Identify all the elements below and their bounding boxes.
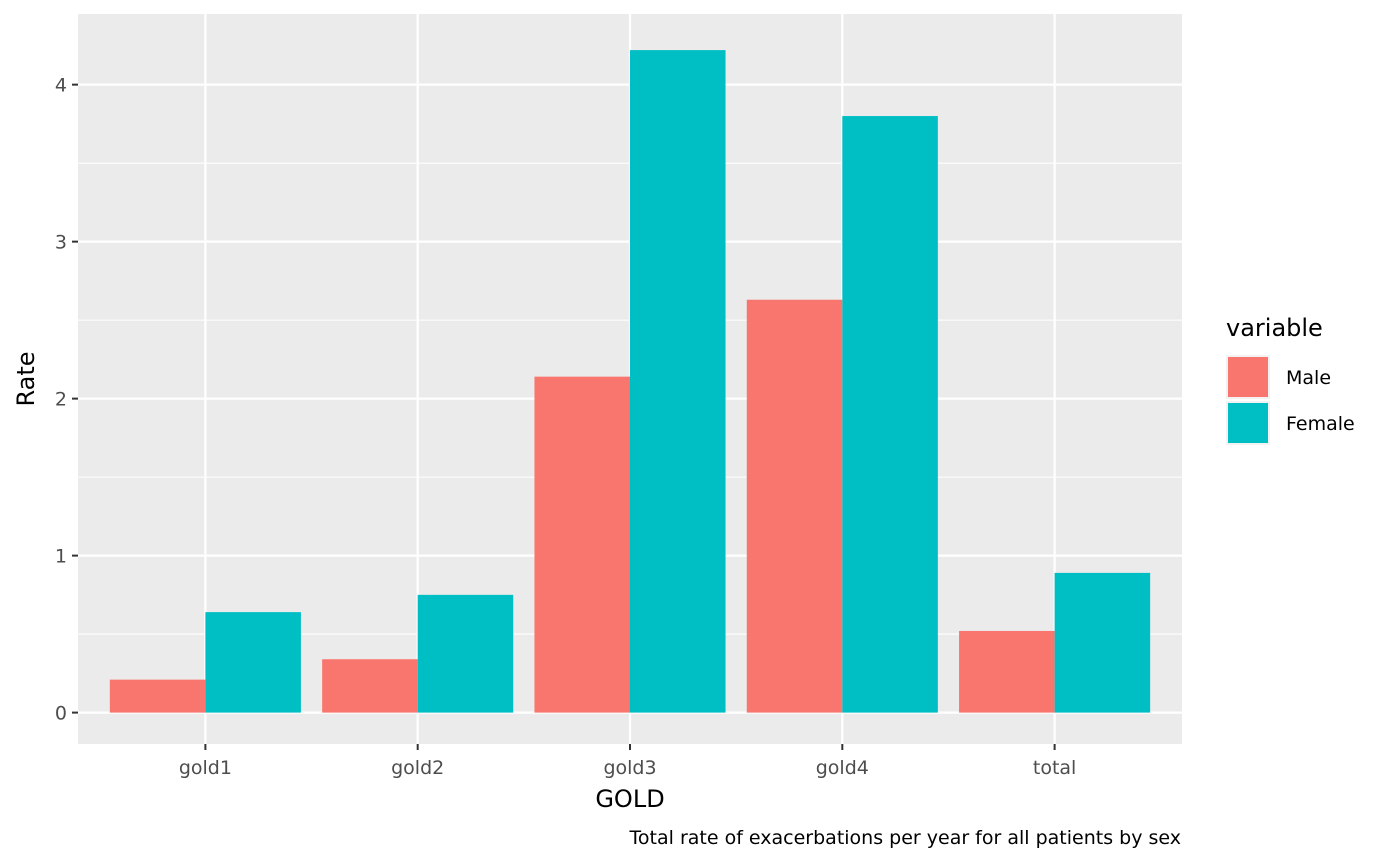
- bar-male-gold2: [322, 659, 418, 713]
- bar-female-gold1: [205, 612, 301, 713]
- bar-male-gold1: [109, 679, 206, 713]
- legend-label-male: Male: [1286, 367, 1331, 389]
- y-tick-label: 1: [55, 546, 67, 568]
- legend-key-male: [1228, 357, 1268, 397]
- x-axis: gold1 gold2 gold3 gold4 total: [179, 744, 1076, 779]
- y-tick-label: 3: [55, 232, 67, 254]
- legend-title: variable: [1226, 314, 1323, 342]
- caption: Total rate of exacerbations per year for…: [629, 827, 1181, 849]
- bar-female-gold4: [842, 116, 938, 713]
- bars: [109, 50, 1151, 713]
- x-tick-label: gold3: [603, 757, 656, 779]
- legend-label-female: Female: [1286, 413, 1355, 435]
- bar-male-total: [959, 630, 1055, 713]
- x-tick-label: gold1: [179, 757, 232, 779]
- legend-key-female: [1228, 403, 1268, 443]
- x-tick-label: total: [1033, 757, 1076, 779]
- bar-female-total: [1054, 572, 1151, 713]
- y-tick-label: 4: [55, 75, 67, 97]
- y-axis-title: Rate: [12, 351, 40, 406]
- bar-male-gold4: [746, 299, 843, 713]
- y-tick-label: 2: [55, 389, 67, 411]
- bar-female-gold3: [630, 50, 726, 713]
- y-tick-label: 0: [55, 703, 67, 725]
- legend: variable Male Female: [1226, 314, 1355, 445]
- x-tick-label: gold4: [816, 757, 869, 779]
- y-axis: 0 1 2 3 4: [55, 75, 78, 725]
- x-tick-label: gold2: [391, 757, 444, 779]
- bar-male-gold3: [534, 376, 630, 713]
- x-axis-title: GOLD: [595, 785, 664, 813]
- bar-female-gold2: [417, 594, 514, 713]
